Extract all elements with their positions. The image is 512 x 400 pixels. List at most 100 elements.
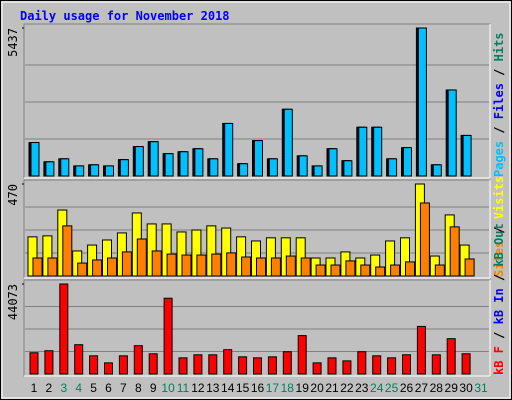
y-tick-label: 5437	[6, 28, 20, 57]
bar	[375, 266, 386, 277]
bar	[267, 356, 277, 375]
bar	[464, 258, 475, 277]
bar	[419, 202, 430, 277]
x-tick-label: 28	[430, 381, 444, 395]
legend-separator: /	[492, 324, 506, 346]
x-tick-label: 30	[459, 381, 473, 395]
bar	[360, 264, 371, 277]
bar	[60, 158, 70, 177]
x-tick-label: 10	[161, 381, 175, 395]
legend-entry: Files	[492, 83, 506, 119]
bar	[403, 147, 412, 177]
legend-entry: Pages	[492, 141, 506, 177]
x-tick-label: 12	[191, 381, 205, 395]
bar	[270, 257, 281, 277]
bar	[388, 158, 398, 177]
bar	[432, 164, 442, 177]
bar	[373, 126, 383, 177]
bar	[253, 357, 262, 375]
x-tick-label: 4	[75, 381, 82, 395]
bar	[133, 345, 143, 375]
x-tick-label: 23	[355, 381, 369, 395]
bar	[282, 351, 292, 375]
bar	[92, 259, 103, 277]
bar	[44, 350, 54, 375]
bar	[312, 362, 322, 375]
bar	[29, 352, 39, 375]
bar	[327, 357, 337, 375]
bar	[62, 225, 73, 277]
bar	[431, 354, 441, 375]
legend-entry: kB Out	[492, 223, 506, 266]
bar	[47, 257, 58, 277]
bar	[224, 122, 234, 177]
legend-entry: Visits	[492, 176, 506, 219]
bar	[256, 257, 266, 277]
bar	[343, 160, 353, 177]
bar	[105, 165, 114, 177]
x-tick-label: 14	[221, 381, 235, 395]
bar	[77, 262, 88, 277]
bar	[119, 159, 129, 177]
bar	[209, 158, 219, 177]
x-tick-label: 20	[310, 381, 324, 395]
legend: Sites / Visits	[492, 176, 506, 277]
bar	[136, 238, 147, 277]
bar	[90, 164, 100, 177]
bar	[417, 27, 427, 177]
bar	[300, 257, 311, 277]
y-tick-label: 44073	[6, 284, 20, 320]
bar	[285, 255, 296, 277]
x-tick-label: 9	[150, 381, 157, 395]
chart-title: Daily usage for November 2018	[20, 9, 230, 23]
bar	[357, 351, 367, 375]
legend-entry: Sites	[492, 241, 506, 277]
legend: kB F / kB In / kB Out	[492, 223, 506, 375]
x-tick-label: 15	[236, 381, 250, 395]
bar	[163, 297, 173, 375]
bar	[387, 357, 397, 375]
bar	[402, 354, 411, 375]
x-tick-label: 19	[296, 381, 310, 395]
bar	[149, 141, 159, 177]
bar	[449, 226, 460, 277]
x-tick-label: 6	[105, 381, 112, 395]
bar	[372, 355, 382, 375]
bar	[148, 353, 158, 375]
x-tick-label: 29	[445, 381, 459, 395]
x-tick-label: 11	[177, 381, 190, 395]
legend-separator: /	[492, 119, 506, 141]
legend-separator: /	[492, 219, 506, 241]
x-tick-label: 16	[251, 381, 265, 395]
x-tick-label: 27	[415, 381, 429, 395]
x-tick-label: 17	[266, 381, 280, 395]
bar	[89, 355, 99, 375]
bar	[118, 355, 128, 375]
bar	[178, 357, 188, 375]
bar	[59, 283, 69, 375]
bar	[134, 146, 144, 177]
y-tick-label: 470	[6, 184, 20, 206]
legend-entry: Hits	[492, 32, 506, 61]
bar	[315, 264, 326, 277]
bar	[313, 165, 323, 177]
x-tick-label: 2	[46, 381, 53, 395]
legend-separator: /	[492, 61, 506, 83]
bar	[211, 253, 222, 277]
bar	[194, 148, 204, 177]
bar	[166, 253, 177, 277]
bar	[196, 254, 207, 277]
bar	[74, 344, 84, 375]
bar	[297, 335, 307, 375]
bar	[416, 325, 426, 375]
x-tick-label: 3	[60, 381, 67, 395]
x-tick-label: 8	[135, 381, 142, 395]
bar	[181, 254, 192, 277]
x-tick-label: 1	[31, 381, 38, 395]
bar	[447, 89, 457, 177]
bar	[193, 354, 203, 375]
x-tick-label: 24	[370, 381, 384, 395]
legend-separator: /	[492, 267, 506, 289]
